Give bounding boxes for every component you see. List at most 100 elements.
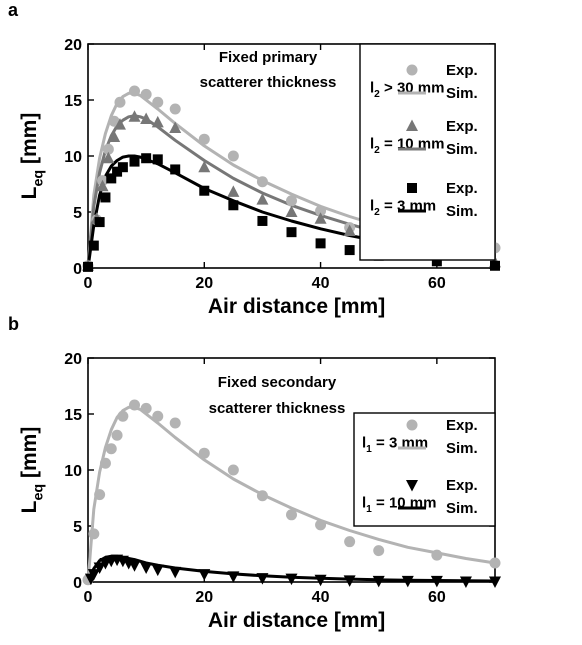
exp-point: [94, 489, 106, 501]
legend-sim-label: Sim.: [446, 500, 478, 517]
exp-point: [114, 96, 126, 108]
legend-marker: [406, 480, 418, 492]
exp-point: [343, 575, 356, 587]
exp-point: [199, 185, 210, 196]
exp-point: [128, 110, 141, 122]
exp-point: [151, 115, 164, 128]
legend-sim-label: Sim.: [446, 85, 478, 102]
exp-point: [198, 160, 211, 173]
exp-point: [113, 118, 126, 130]
exp-point: [228, 200, 239, 211]
x-tick-label: 40: [312, 275, 330, 292]
panel-letter: a: [8, 0, 19, 20]
x-axis-label: Air distance [mm]: [208, 295, 385, 318]
exp-point: [286, 509, 297, 521]
legend-marker: [406, 64, 418, 76]
annotation-line: scatterer thickness: [209, 400, 346, 417]
exp-point: [140, 88, 152, 100]
exp-point: [431, 256, 442, 267]
x-tick-label: 60: [428, 589, 446, 606]
x-tick-label: 40: [312, 589, 330, 606]
exp-point: [129, 156, 140, 167]
legend-exp-label: Exp.: [446, 180, 478, 197]
x-tick-label: 20: [195, 275, 213, 292]
annotation-line: Fixed secondary: [218, 374, 337, 391]
legend-group-label: l2 = 10 mm: [370, 136, 444, 157]
exp-point: [227, 464, 239, 476]
y-tick-label: 20: [64, 37, 82, 54]
exp-point: [106, 173, 117, 184]
y-tick-label: 5: [73, 519, 82, 536]
panel-a: a 0 5 10 15 20 0 20 40 60 Air distance [mm] Leq [m…: [8, 0, 501, 318]
exp-point: [112, 166, 123, 177]
y-tick-label: 5: [73, 205, 82, 222]
exp-point: [88, 528, 100, 540]
exp-point: [102, 143, 114, 155]
exp-point: [314, 212, 327, 224]
legend-marker: [406, 419, 418, 431]
exp-point: [227, 150, 239, 162]
exp-point: [198, 133, 210, 145]
exp-point: [170, 164, 181, 175]
exp-point: [96, 179, 109, 192]
exp-point: [88, 240, 99, 251]
legend-exp-label: Exp.: [446, 62, 478, 79]
exp-point: [256, 490, 268, 502]
exp-point: [198, 447, 210, 459]
exp-point: [111, 429, 123, 441]
exp-point: [256, 573, 269, 585]
y-tick-label: 15: [64, 93, 82, 110]
exp-point: [431, 549, 443, 561]
exp-point: [94, 217, 105, 228]
exp-point: [152, 410, 164, 422]
y-axis-label-group: Leq [mm]: [18, 113, 46, 200]
exp-point: [373, 545, 385, 557]
exp-point: [83, 261, 93, 272]
exp-point: [117, 162, 128, 173]
exp-point: [140, 562, 153, 574]
x-tick-label: 0: [84, 275, 93, 292]
exp-point: [257, 215, 268, 226]
legend-marker: [406, 119, 418, 131]
legend-frame: [359, 43, 496, 261]
x-axis-label: Air distance [mm]: [208, 609, 385, 632]
exp-point: [169, 417, 181, 429]
exp-point: [286, 195, 297, 207]
exp-point: [108, 130, 121, 142]
exp-point: [401, 575, 414, 588]
y-tick-label: 10: [64, 149, 82, 166]
exp-point: [152, 96, 164, 108]
exp-point: [117, 410, 129, 422]
exp-point: [315, 519, 327, 531]
exp-point: [343, 224, 356, 237]
panel-b: b 0 5 10 15 20 0 20 40 60 Air distance [mm] Leq [m…: [8, 314, 501, 632]
legend-exp-label: Exp.: [446, 477, 478, 494]
exp-point: [102, 151, 115, 164]
x-tick-label: 60: [428, 275, 446, 292]
y-tick-label: 20: [64, 351, 82, 368]
exp-point: [129, 85, 141, 97]
legend-marker: [407, 183, 417, 193]
legend-exp-label: Exp.: [446, 118, 478, 135]
annotation-line: scatterer thickness: [200, 74, 337, 91]
y-tick-label: 10: [64, 463, 82, 480]
exp-point: [286, 227, 297, 238]
legend-sim-label: Sim.: [446, 440, 478, 457]
exp-point: [344, 245, 355, 256]
exp-point: [490, 260, 500, 271]
legend-sim-label: Sim.: [446, 203, 478, 220]
y-tick-label: 0: [73, 575, 82, 592]
exp-point: [256, 176, 268, 188]
exp-point: [128, 560, 141, 572]
exp-point: [315, 205, 327, 217]
exp-point: [430, 575, 443, 588]
exp-point: [169, 103, 181, 115]
exp-point: [198, 569, 211, 581]
exp-point: [315, 238, 326, 249]
exp-point: [105, 443, 117, 455]
sim-line: [86, 405, 496, 583]
exp-point: [489, 557, 501, 569]
exp-point: [227, 185, 240, 197]
